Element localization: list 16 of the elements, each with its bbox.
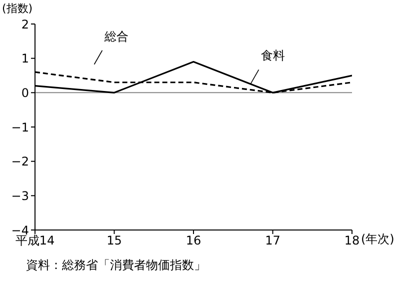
text: 総合	[103, 29, 128, 44]
y-tick-label: 0	[21, 86, 29, 100]
y-tick-label: −2	[11, 154, 29, 169]
x-tick-label: 平成14	[15, 234, 55, 248]
y-axis-title: (指数)	[2, 1, 33, 16]
y-tick-label: 2	[21, 17, 29, 32]
y-tick-label: 1	[21, 52, 29, 66]
x-tick-label: 16	[186, 234, 202, 248]
x-tick-label: 18	[344, 234, 360, 248]
x-axis-title: (年次)	[361, 231, 394, 248]
y-tick-label: −1	[11, 120, 29, 134]
x-tick-label: 17	[265, 234, 280, 248]
text: 資料：総務省「消費者物価指数」	[26, 257, 206, 274]
series-label: 食料	[260, 48, 285, 63]
y-tick-label: −3	[11, 188, 29, 203]
x-tick-label: 15	[106, 234, 122, 248]
